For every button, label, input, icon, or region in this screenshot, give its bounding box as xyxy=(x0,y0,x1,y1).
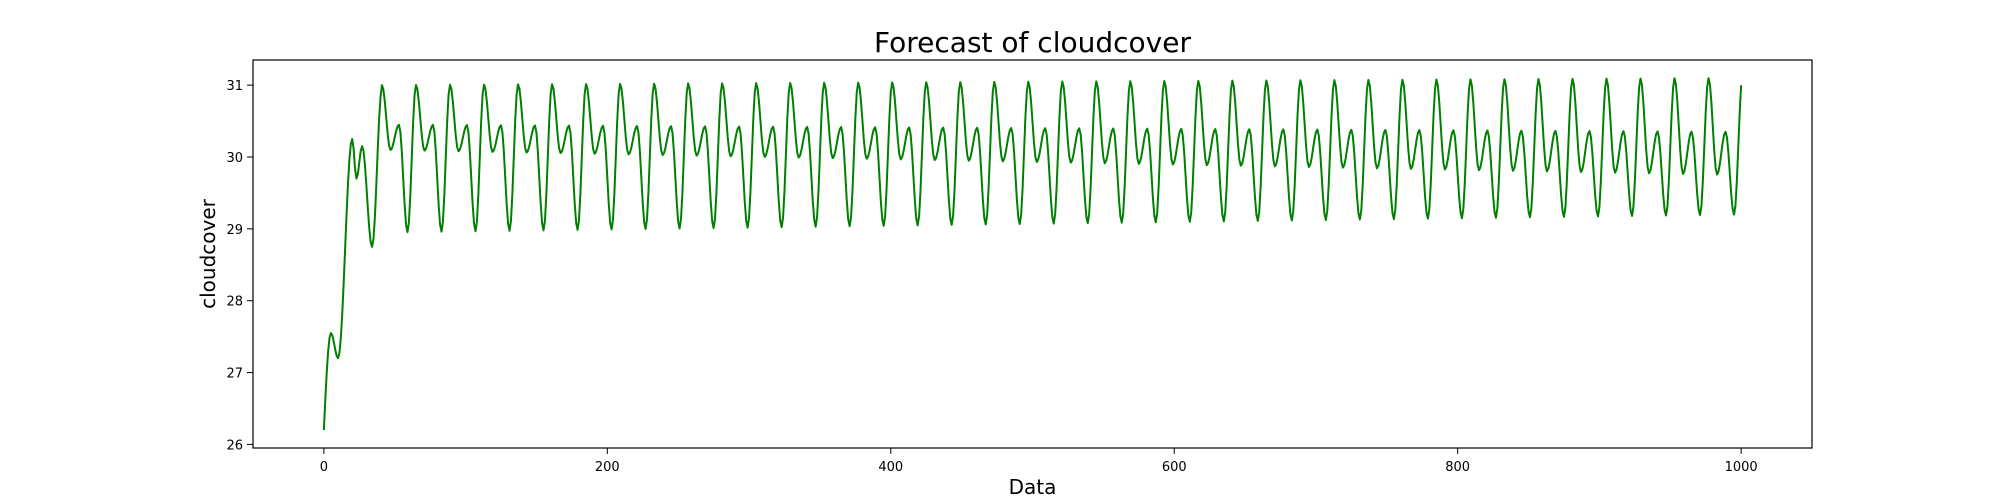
y-tick-label: 29 xyxy=(226,223,243,238)
y-tick-label: 30 xyxy=(226,151,243,166)
y-axis-title: cloudcover xyxy=(196,198,220,309)
x-tick-label: 800 xyxy=(1445,460,1470,475)
x-tick-label: 200 xyxy=(595,460,620,475)
chart-title: Forecast of cloudcover xyxy=(874,26,1191,59)
y-tick-label: 26 xyxy=(226,438,243,453)
x-axis-title: Data xyxy=(1009,475,1057,499)
x-tick-label: 1000 xyxy=(1725,460,1758,475)
plot-frame xyxy=(252,59,1813,449)
x-tick-label: 400 xyxy=(878,460,903,475)
x-axis: 0 200 400 600 800 1000 xyxy=(320,448,1758,475)
y-axis: 26 27 28 29 30 31 xyxy=(226,79,253,453)
series-line xyxy=(322,77,1743,431)
x-tick-label: 600 xyxy=(1162,460,1187,475)
y-tick-label: 27 xyxy=(226,367,243,382)
y-tick-label: 28 xyxy=(226,295,243,310)
y-tick-label: 31 xyxy=(226,79,243,94)
plot-area xyxy=(252,59,1813,449)
x-tick-label: 0 xyxy=(320,460,328,475)
